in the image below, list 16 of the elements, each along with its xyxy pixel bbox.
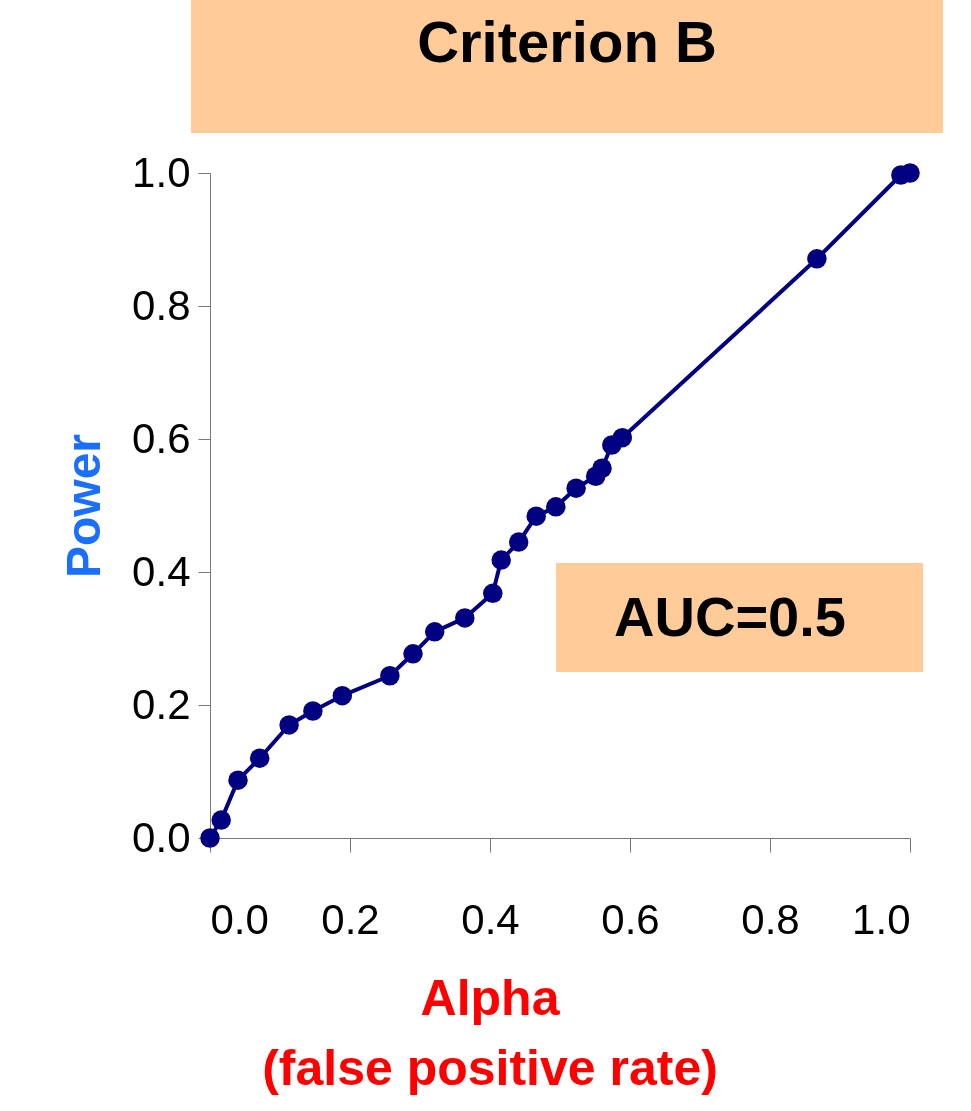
y-tick-label: 0.4 bbox=[132, 547, 191, 595]
x-tick-label: 0.2 bbox=[321, 895, 380, 943]
y-tick-label: 1.0 bbox=[132, 148, 191, 196]
y-tick-label: 0.0 bbox=[132, 813, 191, 861]
x-axis-title: Alpha (false positive rate) bbox=[262, 970, 718, 1096]
x-tick-label: 0.8 bbox=[741, 895, 800, 943]
y-axis-title: Power bbox=[57, 433, 111, 579]
y-tick-label: 0.8 bbox=[132, 281, 191, 329]
x-tick-label: 1.0 bbox=[852, 895, 911, 943]
x-tick-label: 0.0 bbox=[210, 895, 269, 943]
y-tick-label: 0.2 bbox=[132, 680, 191, 728]
x-tick-label: 0.4 bbox=[461, 895, 520, 943]
annotation: AUC=0.5 bbox=[614, 585, 846, 648]
y-tick-label: 0.6 bbox=[132, 414, 191, 462]
chart-title: Criterion B bbox=[417, 9, 717, 74]
x-tick-label: 0.6 bbox=[601, 895, 660, 943]
